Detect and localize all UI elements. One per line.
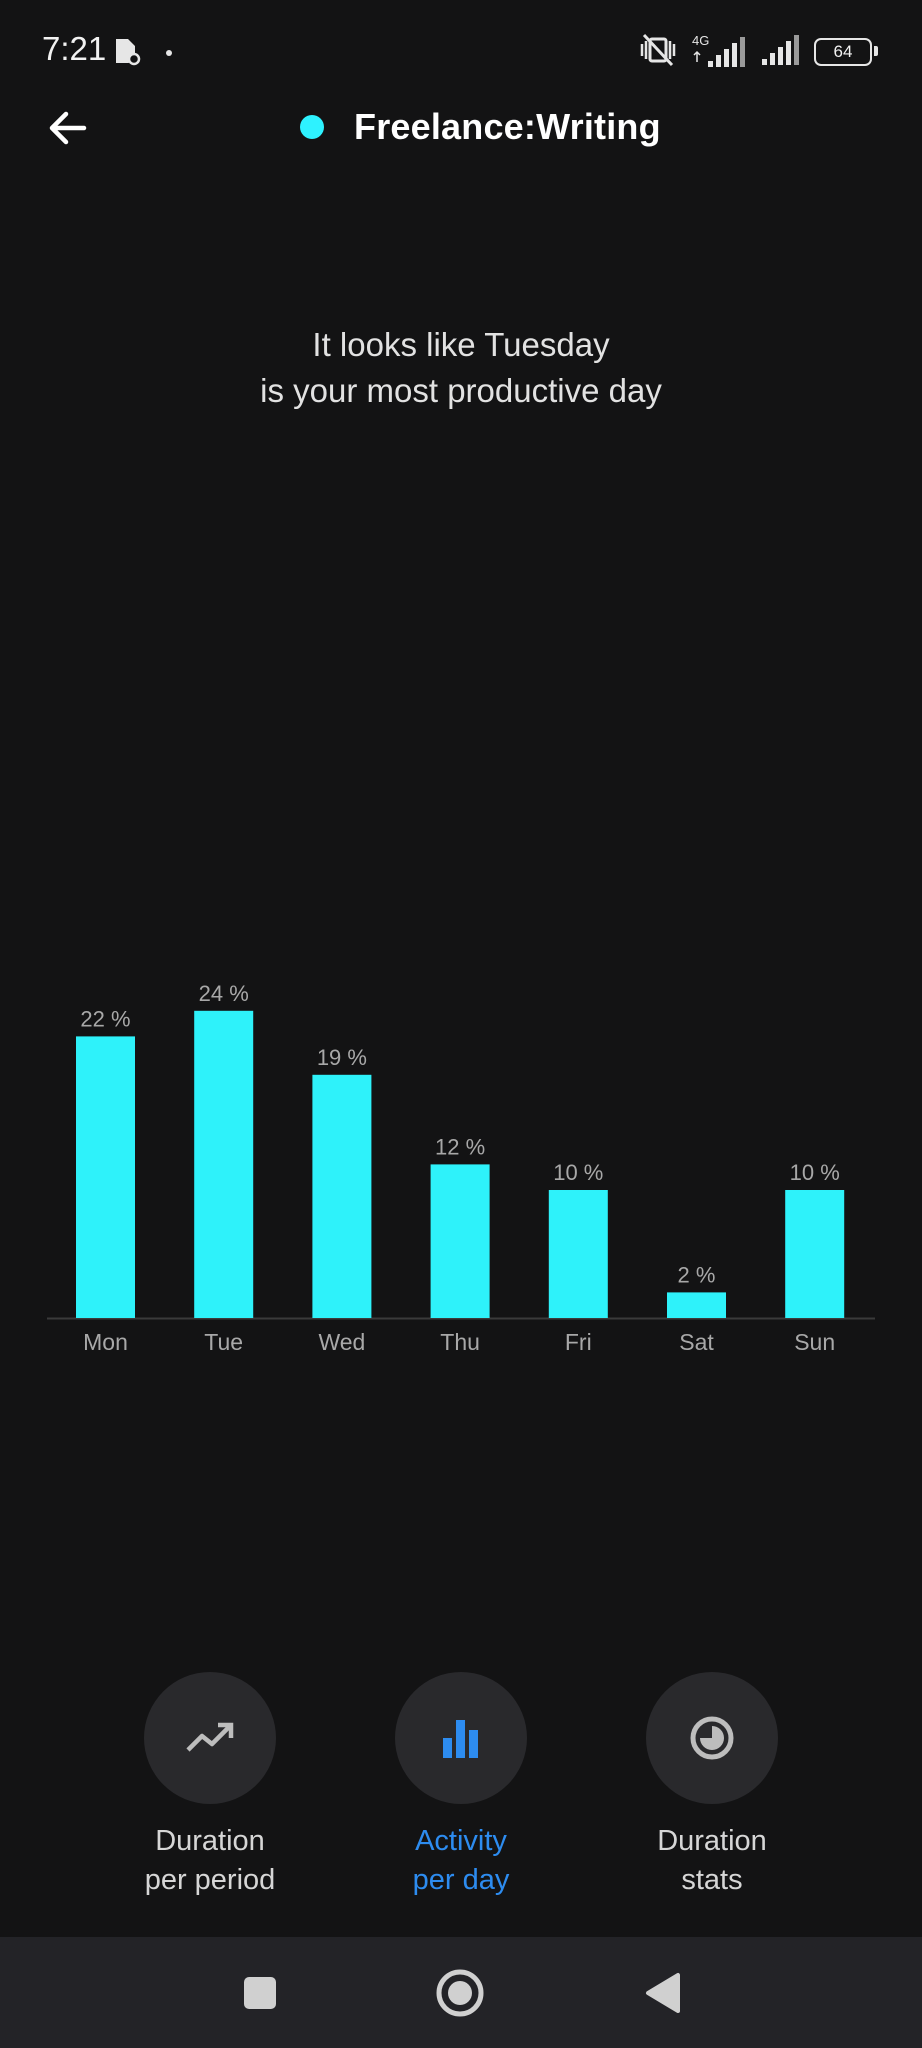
signal-4g-icon: 4G [690,33,748,69]
nav-duration-per-period[interactable]: Duration per period [110,1672,310,1900]
vibrate-off-icon [638,33,678,72]
bar-mon [76,1036,135,1318]
x-tick-sun: Sun [794,1329,835,1355]
header: Freelance:Writing [300,102,661,152]
nav-label-line-2: stats [681,1864,743,1896]
trending-up-icon [186,1722,234,1752]
data-label-fri: 10 % [553,1160,603,1185]
data-label-wed: 19 % [317,1045,367,1070]
notification-dot-icon [166,50,172,56]
system-back-button[interactable] [634,1965,690,2021]
arrow-left-icon [49,111,87,145]
nav-circle [646,1672,778,1804]
page-title: Freelance:Writing [354,106,661,147]
nav-duration-stats[interactable]: Duration stats [612,1672,812,1900]
signal-icon [760,33,802,72]
insight-text: It looks like Tuesday is your most produ… [0,322,922,414]
bar-tue [194,1010,254,1318]
home-button[interactable] [432,1965,488,2021]
insight-line-2: is your most productive day [260,372,662,409]
triangle-back-icon [646,1973,680,2013]
data-label-tue: 24 % [199,981,249,1006]
data-label-mon: 22 % [80,1006,130,1031]
nav-label: Duration per period [110,1822,310,1900]
data-label-thu: 12 % [435,1134,485,1159]
nav-activity-per-day[interactable]: Activity per day [361,1672,561,1900]
square-icon [244,1977,276,2009]
nav-label-line-1: Duration [657,1825,767,1857]
x-tick-mon: Mon [83,1329,128,1355]
bar-chart-icon [443,1720,478,1758]
nav-label-line-2: per period [144,1864,276,1896]
bar-fri [548,1190,608,1318]
x-tick-fri: Fri [565,1329,592,1355]
data-label-sun: 10 % [790,1160,840,1185]
x-tick-sat: Sat [679,1329,714,1355]
pie-chart-icon [690,1716,734,1760]
x-tick-tue: Tue [204,1329,243,1355]
back-button[interactable] [44,104,92,152]
status-bar: 7:21 4G [0,0,922,104]
bar-wed [312,1074,372,1318]
file-sync-icon [112,36,142,71]
activity-bar-chart: 22 % Mon 24 % Tue 19 % Wed 12 % Thu 10 % Fri 2 % Sa… [47,981,875,1355]
x-tick-thu: Thu [440,1329,480,1355]
status-icons: 4G 64 [638,32,878,72]
battery-level: 64 [833,42,853,61]
nav-circle [144,1672,276,1804]
bar-sat [667,1292,726,1318]
bar-thu [430,1164,490,1318]
insight-line-1: It looks like Tuesday [312,326,610,363]
system-nav-bar [0,1937,922,2048]
battery-icon: 64 [814,38,878,66]
data-label-sat: 2 % [678,1262,716,1287]
recents-button[interactable] [232,1965,288,2021]
bar-sun [785,1190,845,1318]
nav-label: Duration stats [612,1822,812,1900]
nav-label: Activity per day [361,1822,561,1900]
nav-label-line-1: Activity [415,1825,507,1857]
status-time: 7:21 [42,30,107,67]
circle-icon [436,1969,484,2017]
network-type: 4G [692,33,710,48]
nav-label-line-1: Duration [155,1825,265,1857]
category-color-dot [300,115,324,139]
nav-circle [395,1672,527,1804]
x-tick-wed: Wed [318,1329,365,1355]
nav-label-line-2: per day [412,1864,510,1896]
